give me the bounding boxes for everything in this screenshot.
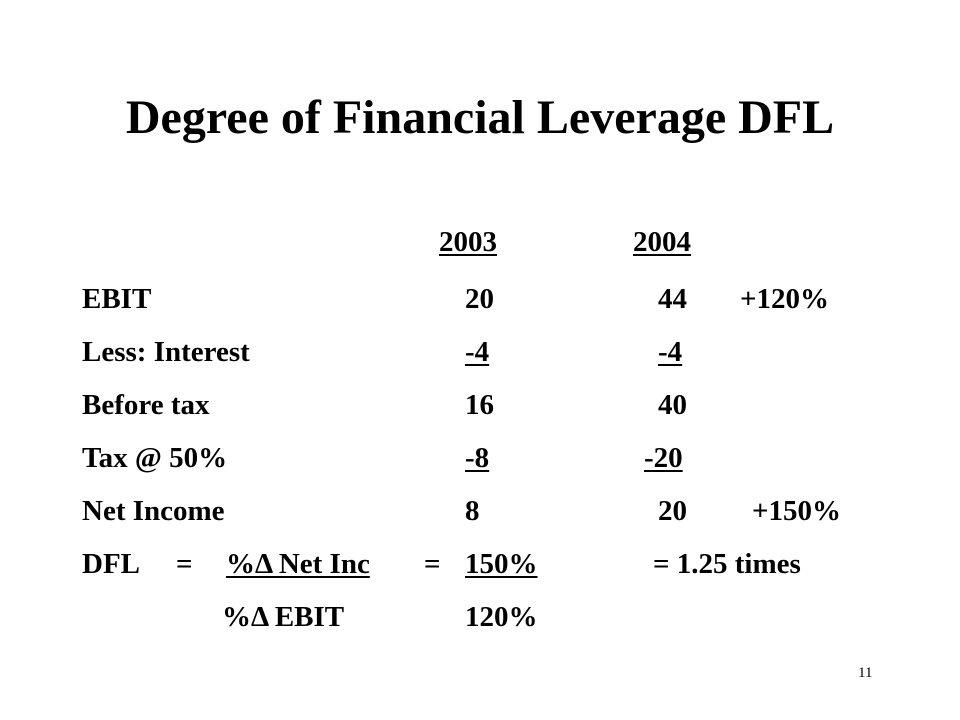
row-label-net-income: Net Income: [82, 495, 225, 527]
tax-2004: -20: [644, 442, 683, 474]
dfl-numerator-value: 150%: [465, 548, 538, 580]
dfl-equals-2: =: [424, 548, 441, 580]
tax-2003: -8: [465, 442, 490, 474]
page-number: 11: [858, 665, 873, 681]
interest-2003: -4: [465, 336, 490, 368]
year-header-2003: 2003: [439, 226, 497, 258]
ebit-change: +120%: [740, 283, 830, 315]
row-label-before-tax: Before tax: [82, 389, 210, 421]
dfl-denominator-value: 120%: [465, 601, 538, 633]
dfl-result: = 1.25 times: [653, 548, 801, 580]
before-tax-2003: 16: [465, 389, 494, 421]
net-income-change: +150%: [752, 495, 842, 527]
net-income-2004: 20: [658, 495, 687, 527]
row-label-ebit: EBIT: [82, 283, 152, 315]
ebit-2003: 20: [465, 283, 494, 315]
ebit-2004: 44: [658, 283, 687, 315]
year-header-2004: 2004: [633, 226, 691, 258]
interest-2004: -4: [658, 336, 683, 368]
dfl-equals-1: =: [176, 548, 193, 580]
dfl-denominator-label: %Δ EBIT: [222, 601, 345, 633]
slide-title: Degree of Financial Leverage DFL: [125, 91, 835, 144]
row-label-interest: Less: Interest: [82, 336, 250, 368]
row-label-tax: Tax @ 50%: [82, 442, 228, 474]
dfl-label: DFL: [82, 548, 140, 580]
before-tax-2004: 40: [658, 389, 687, 421]
net-income-2003: 8: [465, 495, 480, 527]
dfl-numerator-label: %Δ Net Inc: [226, 548, 370, 580]
